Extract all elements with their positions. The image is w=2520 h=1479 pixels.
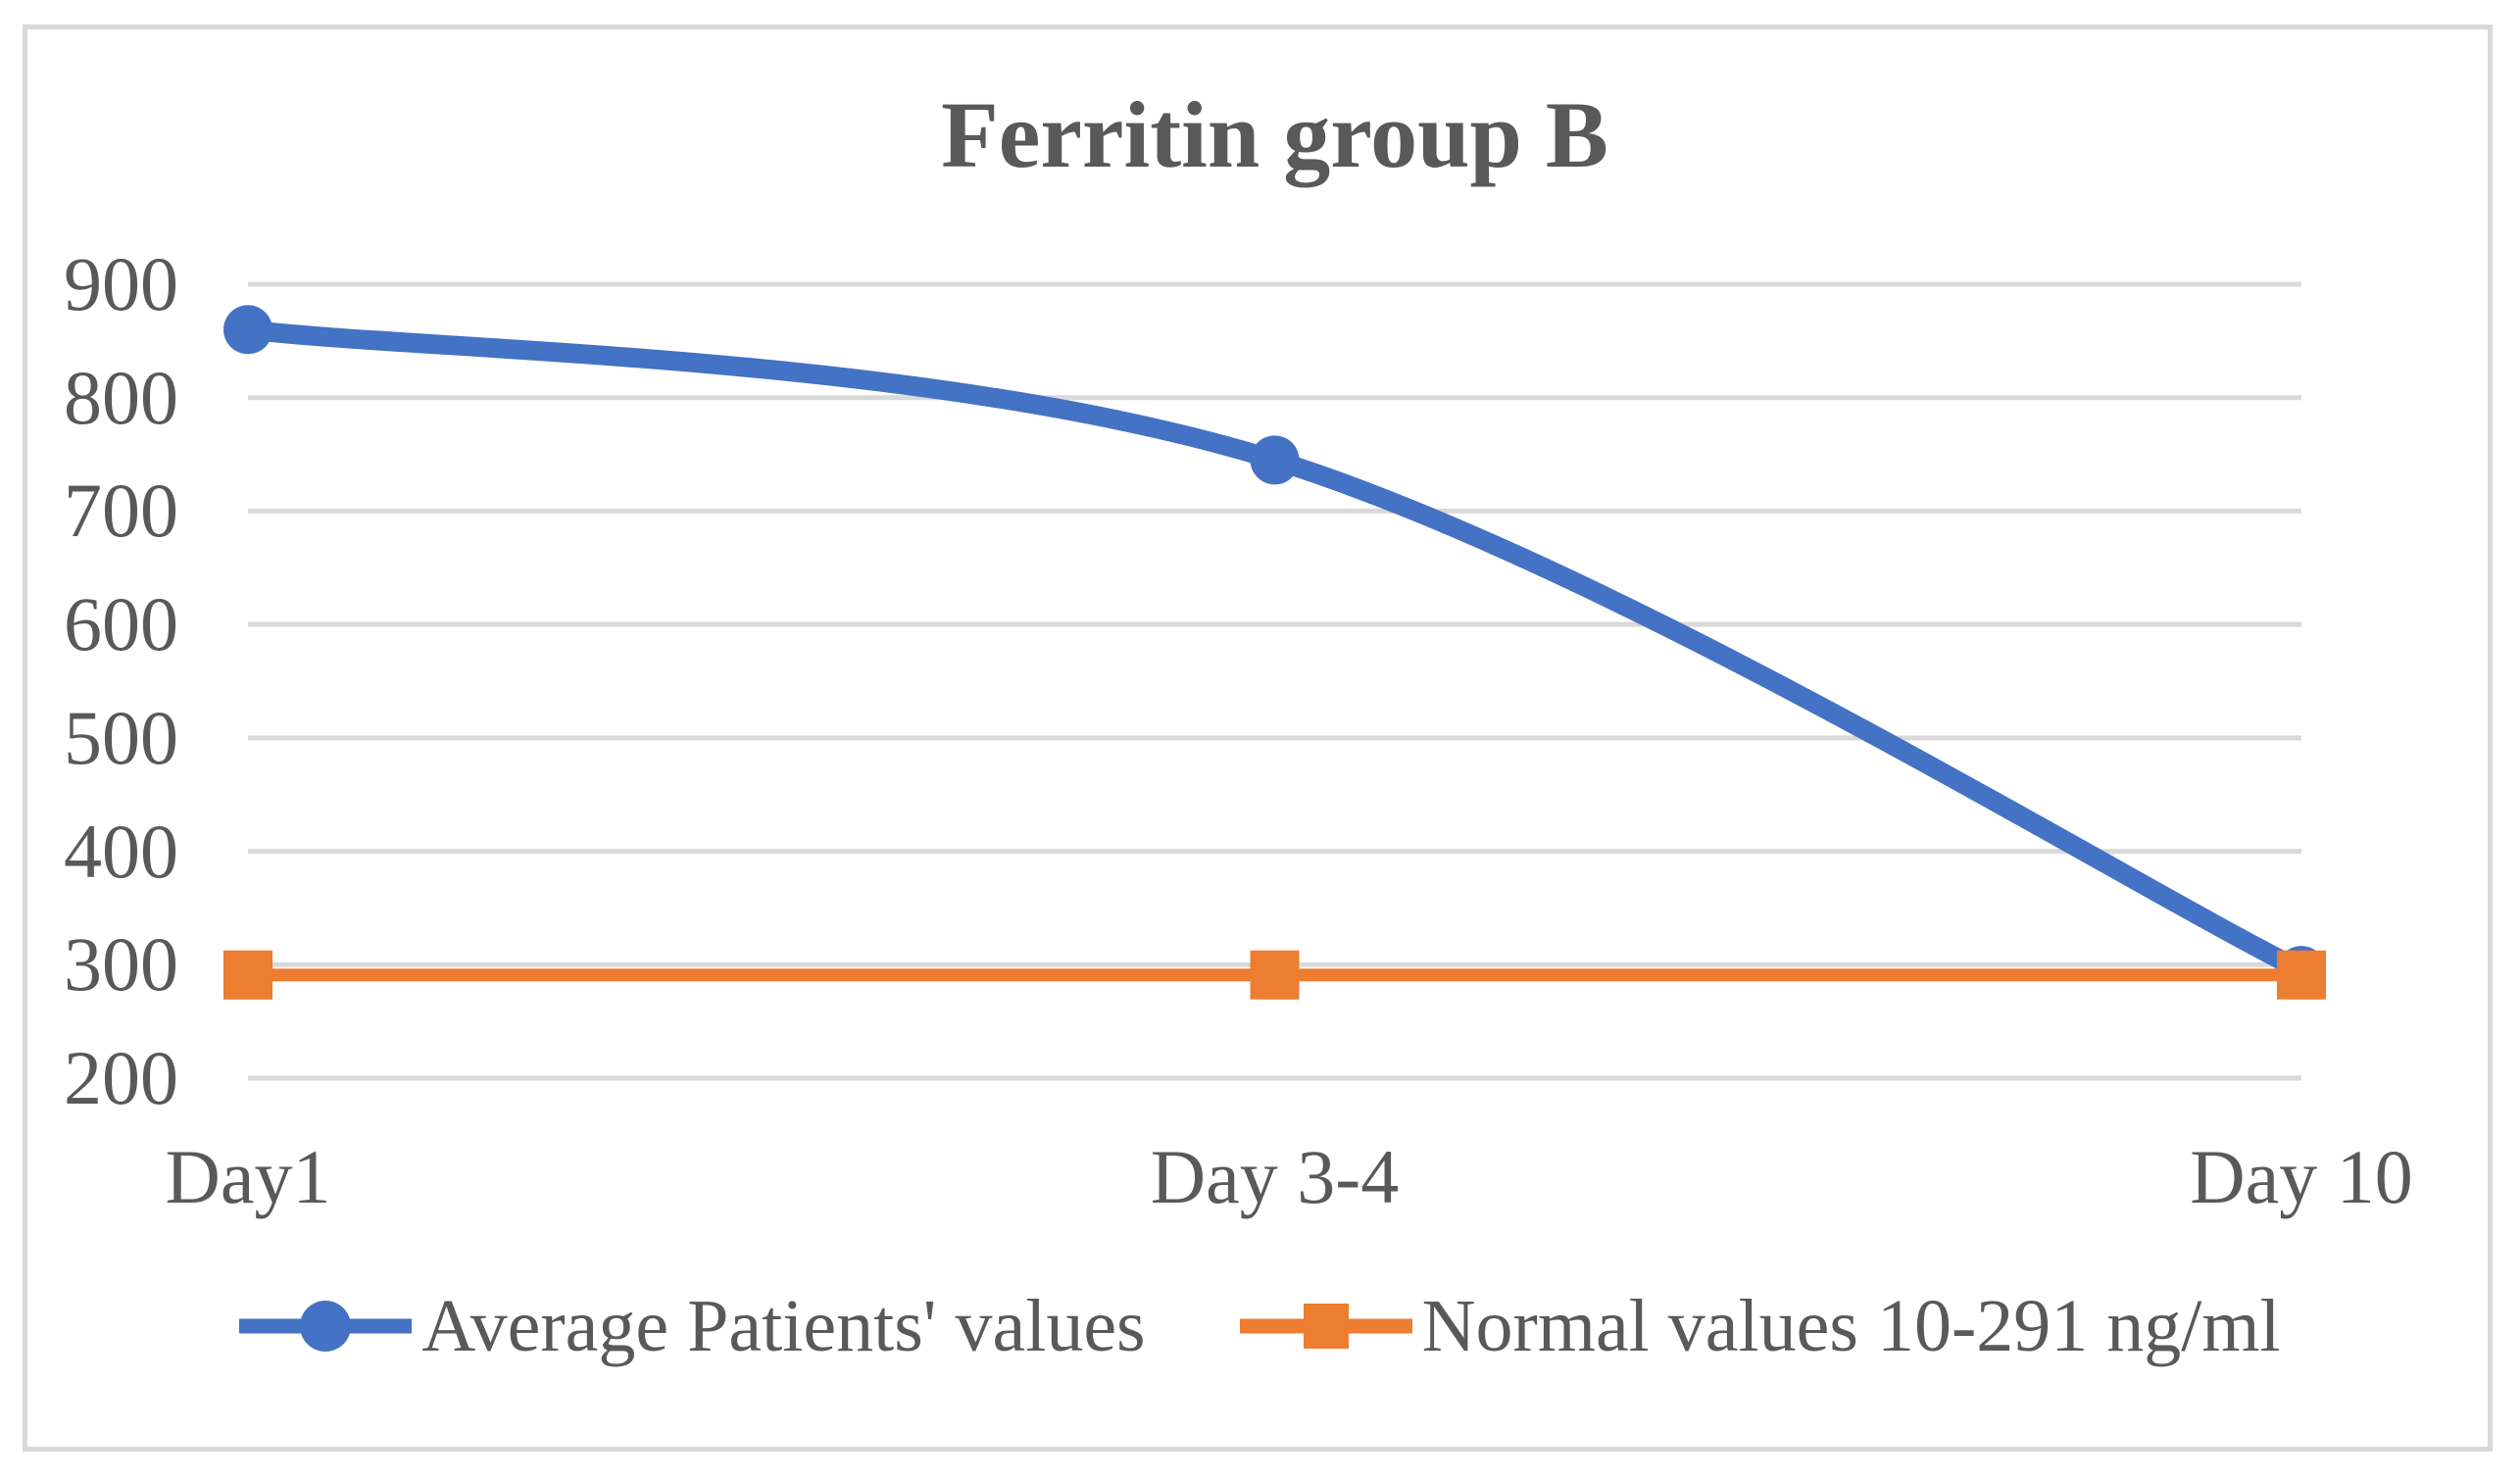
x-tick-label-2: Day 3-4 — [1150, 1134, 1400, 1219]
marker-square-Day 3-4 — [1250, 950, 1300, 1000]
x-tick-label-1: Day1 — [165, 1134, 331, 1219]
y-tick-label-900: 900 — [64, 241, 178, 326]
y-tick-label-500: 500 — [64, 694, 178, 780]
y-tick-label-600: 600 — [64, 581, 178, 667]
legend-swatch-circle — [300, 1301, 352, 1352]
y-tick-label-700: 700 — [64, 468, 178, 554]
series-line-0 — [238, 320, 2311, 981]
y-tick-label-300: 300 — [64, 921, 178, 1008]
orange-line-square-marker-icon — [1239, 1304, 1412, 1349]
marker-square-Day 10 — [2277, 950, 2326, 1000]
marker-circle-Day 3-4 — [1250, 435, 1300, 485]
legend-label-normal-values: Normal values 10-291 ng/ml — [1421, 1284, 2281, 1367]
legend-label-average-patients-values: Average Patients' values — [421, 1284, 1146, 1367]
marker-circle-Day1 — [223, 305, 272, 355]
marker-square-Day1 — [223, 950, 272, 1000]
chart-title: Ferritin group B — [941, 82, 1608, 187]
y-tick-label-400: 400 — [64, 808, 178, 894]
legend: Average Patients' values Normal values 1… — [27, 1272, 2493, 1380]
legend-item-normal-values: Normal values 10-291 ng/ml — [1239, 1275, 2281, 1377]
y-tick-label-800: 800 — [64, 354, 178, 440]
y-tick-label-200: 200 — [64, 1035, 178, 1120]
x-tick-label-3: Day 10 — [2190, 1134, 2413, 1219]
legend-swatch-square — [1303, 1304, 1349, 1349]
legend-item-average-patients-values: Average Patients' values — [239, 1275, 1146, 1377]
blue-line-circle-marker-icon — [239, 1301, 413, 1352]
